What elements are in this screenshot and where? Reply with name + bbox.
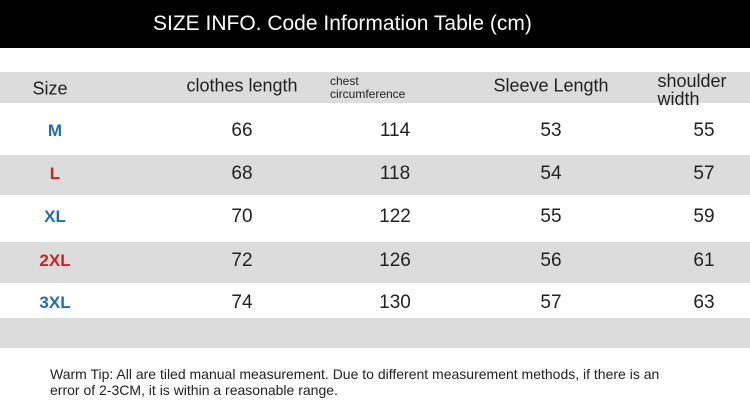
header-shoulder-width: shoulder width xyxy=(657,72,726,108)
cell-size: XL xyxy=(44,207,66,226)
cell-clothes-length: 74 xyxy=(231,292,253,313)
cell-size: M xyxy=(47,121,63,140)
cell-size: 3XL xyxy=(39,293,71,312)
cell-sleeve: 55 xyxy=(540,206,562,227)
header-shoulder-line2: width xyxy=(657,89,700,109)
warm-tip: Warm Tip: All are tiled manual measureme… xyxy=(50,366,660,398)
cell-shoulder: 55 xyxy=(693,120,715,141)
header-shoulder-line1: shoulder xyxy=(657,71,727,91)
row-bg-l xyxy=(0,155,750,195)
header-chest-circumference: chest circumference xyxy=(330,75,405,101)
cell-chest: 122 xyxy=(379,206,411,227)
header-chest-line2: circumference xyxy=(330,87,406,101)
header-size: Size xyxy=(32,78,68,99)
cell-size: 2XL xyxy=(39,251,71,270)
cell-shoulder: 59 xyxy=(693,206,715,227)
cell-chest: 118 xyxy=(379,163,411,184)
cell-sleeve: 57 xyxy=(540,292,562,313)
title-bar: SIZE INFO. Code Information Table (cm) xyxy=(0,0,750,48)
cell-chest: 114 xyxy=(379,120,411,141)
cell-clothes-length: 72 xyxy=(231,250,253,271)
cell-clothes-length: 66 xyxy=(231,120,253,141)
footer-band xyxy=(0,318,750,348)
cell-chest: 126 xyxy=(379,250,411,271)
cell-shoulder: 63 xyxy=(693,292,715,313)
header-sleeve-length: Sleeve Length xyxy=(493,75,609,96)
cell-sleeve: 54 xyxy=(540,163,562,184)
header-chest-line1: chest xyxy=(330,74,359,88)
cell-sleeve: 53 xyxy=(540,120,562,141)
cell-shoulder: 61 xyxy=(693,250,715,271)
row-bg-2xl xyxy=(0,242,750,283)
cell-shoulder: 57 xyxy=(693,163,715,184)
cell-chest: 130 xyxy=(379,292,411,313)
page-title: SIZE INFO. Code Information Table (cm) xyxy=(153,12,532,35)
cell-clothes-length: 70 xyxy=(231,206,253,227)
cell-size: L xyxy=(49,164,61,183)
header-row-bg xyxy=(0,72,750,103)
header-clothes-length: clothes length xyxy=(186,75,298,96)
cell-clothes-length: 68 xyxy=(231,163,253,184)
cell-sleeve: 56 xyxy=(540,250,562,271)
